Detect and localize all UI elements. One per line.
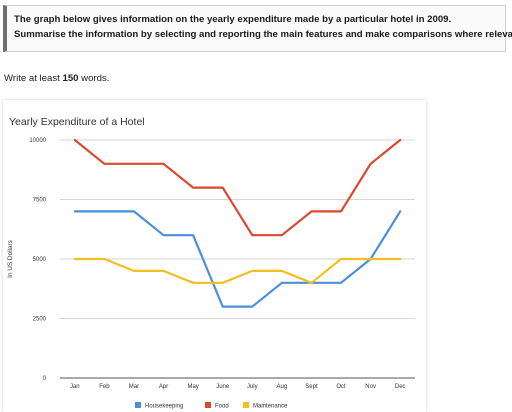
y-tick-label: 2500 xyxy=(33,317,47,323)
instruction-suffix: words. xyxy=(78,73,110,84)
x-tick-label: Feb xyxy=(99,384,110,390)
legend-swatch-housekeeping xyxy=(135,402,141,408)
legend-label-food: Food xyxy=(215,404,229,410)
series-line-food xyxy=(73,138,402,237)
legend-label-maintenance: Maintenance xyxy=(253,404,288,410)
y-tick-label: 0 xyxy=(43,376,47,382)
data-point-housekeeping xyxy=(251,305,254,308)
data-point-food xyxy=(369,162,372,165)
legend-swatch-maintenance xyxy=(243,402,249,408)
legend-swatch-food xyxy=(205,402,211,408)
task-prompt-box: The graph below gives information on the… xyxy=(3,5,512,52)
data-point-maintenance xyxy=(399,258,402,260)
x-tick-label: Dec xyxy=(395,384,406,390)
x-tick-label: Oct xyxy=(336,384,346,390)
x-tick-label: May xyxy=(187,384,198,390)
data-point-food xyxy=(280,234,283,237)
line-chart: Yearly Expenditure of a Hotel 0 2500 5000 75… xyxy=(7,116,415,410)
data-point-housekeeping xyxy=(192,234,195,237)
data-point-food xyxy=(162,162,165,165)
word-count-instruction: Write at least 150 words. xyxy=(4,73,109,84)
x-tick-label: Sept xyxy=(305,384,318,390)
data-point-housekeeping xyxy=(340,281,342,284)
data-point-food xyxy=(310,210,313,213)
data-point-maintenance xyxy=(310,281,313,284)
data-point-maintenance xyxy=(251,270,254,272)
data-point-housekeeping xyxy=(133,210,135,213)
x-tick-label: Aug xyxy=(277,384,288,390)
data-point-maintenance xyxy=(221,281,224,284)
x-tick-label: Jan xyxy=(70,384,80,390)
data-point-maintenance xyxy=(369,258,372,260)
y-tick-label: 7500 xyxy=(33,198,47,204)
data-point-food xyxy=(133,162,135,165)
data-point-maintenance xyxy=(192,281,195,284)
data-point-food xyxy=(73,139,76,141)
chart-panel: Yearly Expenditure of a Hotel 0 2500 5000 75… xyxy=(3,100,426,412)
data-point-housekeeping xyxy=(399,210,402,213)
data-point-food xyxy=(251,234,254,237)
instruction-word-count: 150 xyxy=(62,73,79,84)
data-point-food xyxy=(340,210,342,213)
y-tick-label: 10000 xyxy=(29,138,46,144)
data-point-housekeeping xyxy=(162,234,165,237)
data-point-maintenance xyxy=(73,258,76,260)
x-tick-label: Nov xyxy=(365,384,376,390)
x-tick-label: Apr xyxy=(159,384,168,390)
data-point-maintenance xyxy=(280,270,283,272)
x-tick-label: July xyxy=(247,384,258,390)
series-line-housekeeping xyxy=(73,210,402,308)
data-point-food xyxy=(103,162,106,165)
y-axis-label: In US Dollars xyxy=(7,240,14,278)
data-point-housekeeping xyxy=(221,305,224,308)
data-point-maintenance xyxy=(162,270,165,272)
data-point-maintenance xyxy=(133,270,135,272)
legend-label-housekeeping: Housekeeping xyxy=(145,404,183,410)
data-point-maintenance xyxy=(340,258,342,260)
x-tick-label: June xyxy=(216,384,230,390)
instruction-prefix: Write at least xyxy=(4,73,63,84)
data-point-housekeeping xyxy=(103,210,106,213)
prompt-line-1: The graph below gives information on the… xyxy=(14,14,452,25)
data-point-maintenance xyxy=(103,258,106,260)
chart-title: Yearly Expenditure of a Hotel xyxy=(9,116,145,128)
y-tick-label: 5000 xyxy=(33,257,47,263)
data-point-food xyxy=(192,186,195,189)
series-line-maintenance xyxy=(73,257,402,284)
x-tick-label: Mar xyxy=(129,384,139,390)
prompt-line-2: Summarise the information by selecting a… xyxy=(14,29,512,40)
data-point-housekeeping xyxy=(280,281,283,284)
data-point-housekeeping xyxy=(73,210,76,213)
data-point-food xyxy=(399,139,402,141)
data-point-food xyxy=(221,186,224,189)
